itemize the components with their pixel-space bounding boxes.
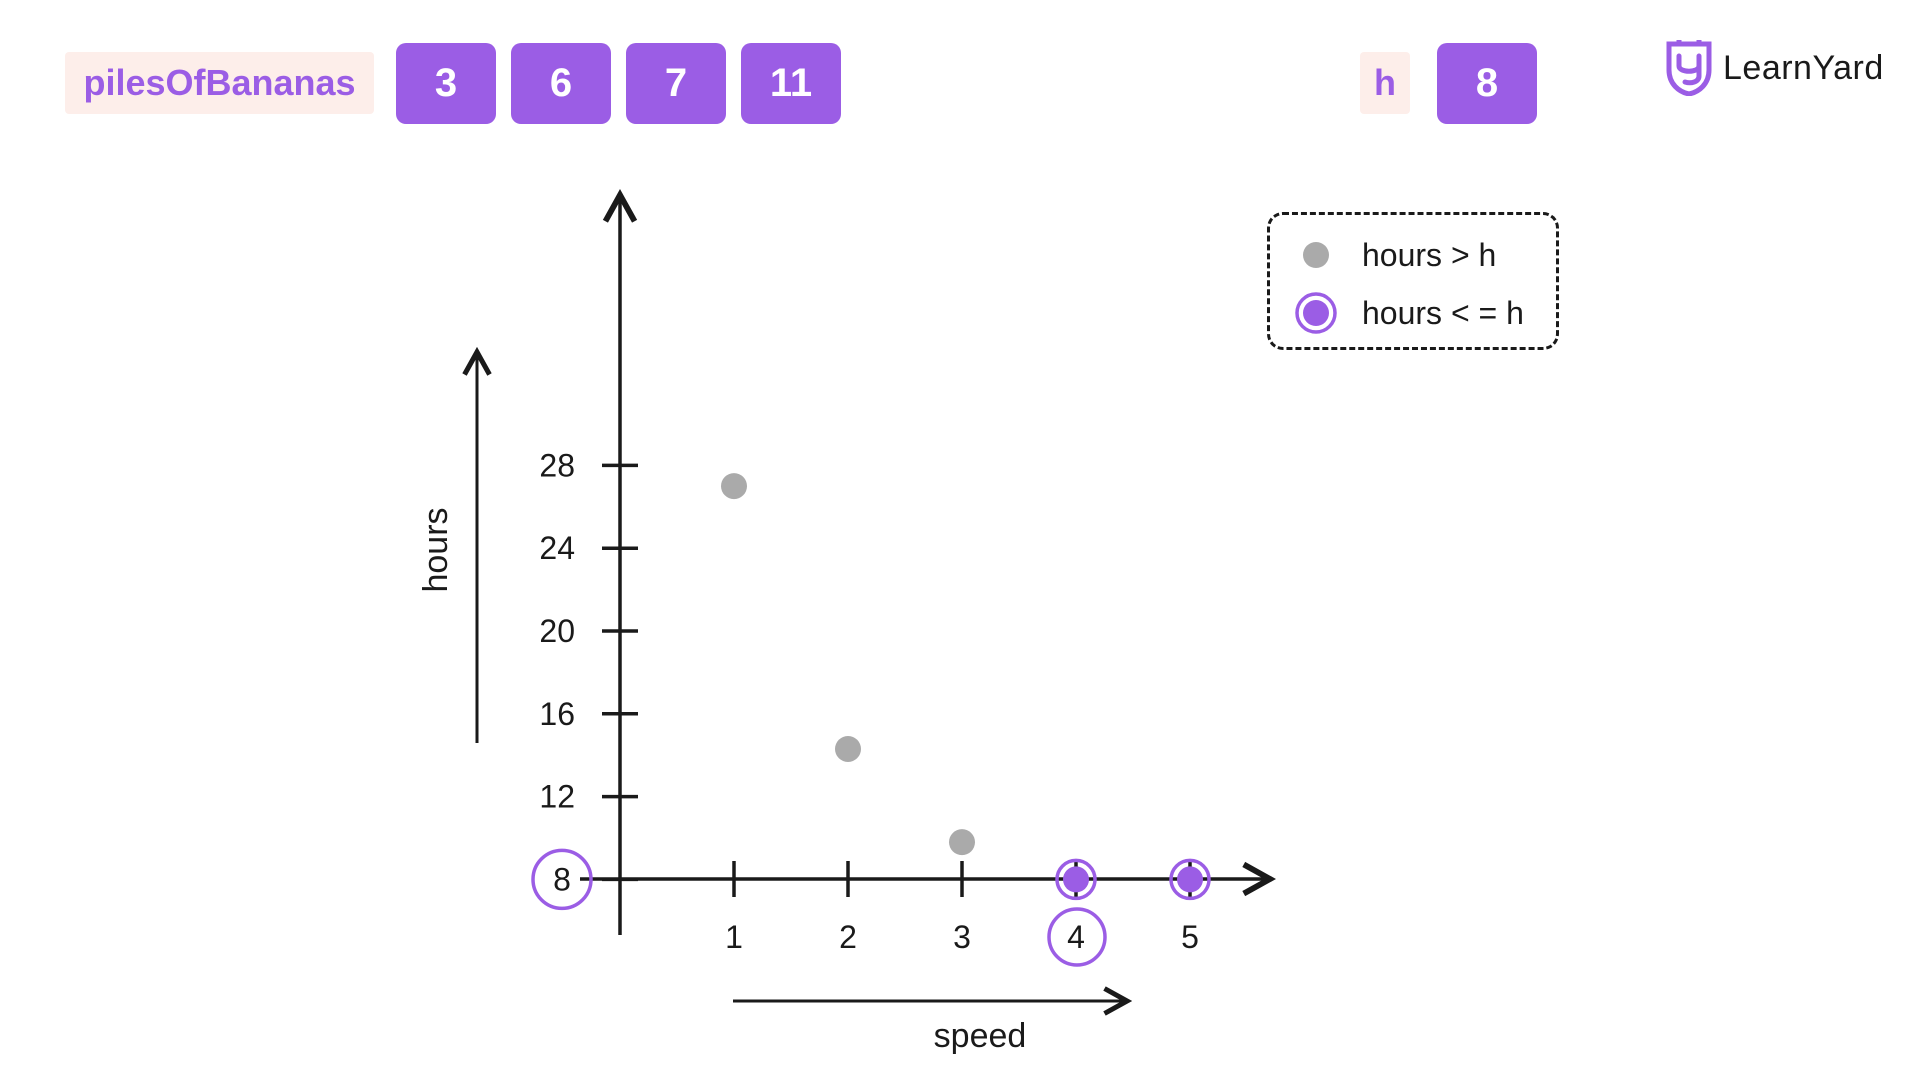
array-cell: 6 [511,43,611,124]
y-axis-label: hours [417,507,455,592]
gray-dot-icon [1303,242,1329,268]
brand-logo: LearnYard [1665,38,1884,98]
gray-point [721,473,747,500]
legend: hours > h hours < = h [1267,212,1559,350]
y-tick-label: 16 [539,696,575,732]
x-tick-label: 3 [953,919,971,955]
y-tick-highlight-ring [531,848,593,911]
x-tick-label: 1 [725,919,743,955]
x-tick-label: 2 [839,919,857,955]
gray-point [835,735,861,762]
legend-item: hours < = h [1294,291,1524,335]
learnyard-shield-icon [1666,40,1712,96]
array-cells: 3 6 7 11 [396,43,841,124]
legend-item-label: hours < = h [1362,294,1524,331]
y-tick-label: 28 [539,447,575,483]
purple-point-ring [1055,858,1097,901]
x-tick-label: 4 [1067,919,1085,955]
purple-ringed-dot-icon [1295,292,1337,334]
y-tick-label: 20 [539,613,575,649]
purple-point [1177,866,1203,893]
h-label: h [1360,52,1410,114]
legend-item: hours > h [1294,233,1496,277]
array-cell: 11 [741,43,841,124]
h-value-cell: 8 [1437,43,1537,124]
array-label: pilesOfBananas [65,52,374,114]
x-tick-highlight-ring [1047,907,1107,967]
y-tick-label: 24 [539,530,575,566]
array-cell: 3 [396,43,496,124]
gray-point [949,829,975,856]
brand-name: LearnYard [1723,48,1884,87]
array-cell: 7 [626,43,726,124]
purple-point [1063,866,1089,893]
purple-point-ring [1169,858,1211,901]
y-tick-label: 8 [553,861,571,897]
x-axis-label: speed [934,1017,1027,1055]
y-tick-label: 12 [539,779,575,815]
x-tick-label: 5 [1181,919,1199,955]
legend-item-label: hours > h [1362,236,1497,273]
